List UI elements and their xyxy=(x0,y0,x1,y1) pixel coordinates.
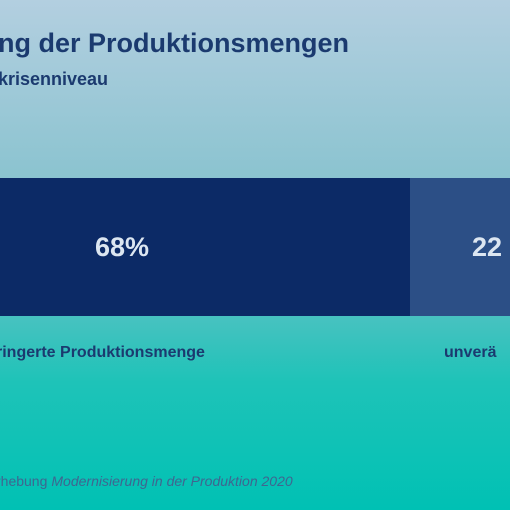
bar-segment xyxy=(0,178,410,316)
value-label: 22 xyxy=(472,232,502,262)
value-label: 68% xyxy=(95,232,149,262)
source: rhebung Modernisierung in der Produktion … xyxy=(0,473,293,489)
segment-label: ringerte Produktionsmenge xyxy=(0,344,205,361)
chart-subtitle: krisenniveau xyxy=(0,69,108,89)
chart-title: ng der Produktionsmengen xyxy=(0,28,349,58)
source-text: rhebung xyxy=(0,473,47,489)
segment-label: unverä xyxy=(444,344,497,361)
bar-segment xyxy=(410,178,510,316)
source-italic: Modernisierung in der Produktion 2020 xyxy=(51,473,292,489)
